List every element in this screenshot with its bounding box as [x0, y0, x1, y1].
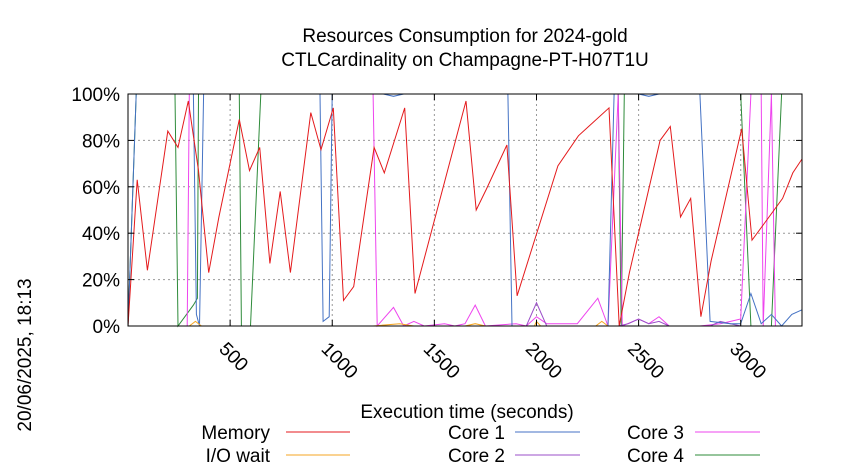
legend-label-memory: Memory — [201, 423, 270, 444]
legend-label-core-1: Core 1 — [448, 423, 505, 444]
x-tick-label: 3000 — [725, 339, 770, 384]
y-tick-label: 60% — [82, 178, 120, 199]
y-tick-label: 100% — [71, 85, 120, 106]
legend-label-core-3: Core 3 — [627, 423, 684, 444]
series-line-core-3 — [128, 93, 802, 328]
grid-lines — [128, 94, 802, 326]
y-tick-label: 20% — [82, 271, 120, 292]
series-line-core-1 — [127, 93, 803, 327]
x-axis: 500 1000 1500 2000 2500 3000 — [215, 94, 770, 383]
series-line-memory — [127, 100, 803, 327]
plot-frame — [127, 93, 803, 327]
y-tick-label: 80% — [82, 131, 120, 152]
x-tick-label: 1500 — [419, 339, 464, 384]
legend-label-i-o-wait: I/O wait — [206, 446, 271, 467]
chart-title-line1: Resources Consumption for 2024-gold — [302, 26, 627, 47]
legend-label-core-2: Core 2 — [448, 446, 505, 467]
chart-title-line2: CTLCardinality on Champagne-PT-H07T1U — [281, 50, 649, 71]
series-line-core-2 — [128, 301, 802, 327]
y-axis: 0% 20% 40% 60% 80% 100% — [71, 85, 802, 338]
timestamp-label: 20/06/2025, 18:13 — [15, 278, 36, 431]
series-line-core-4 — [127, 93, 802, 328]
y-tick-label: 0% — [93, 317, 121, 338]
y-tick-label: 40% — [82, 224, 120, 245]
x-tick-label: 2500 — [623, 339, 668, 384]
legend-label-core-4: Core 4 — [627, 446, 684, 467]
x-tick-label: 1000 — [317, 339, 362, 384]
series-layer — [127, 93, 803, 328]
x-tick-label: 500 — [215, 339, 252, 376]
x-tick-label: 2000 — [521, 339, 566, 384]
series-line-i-o-wait — [128, 320, 802, 327]
x-axis-label: Execution time (seconds) — [360, 402, 573, 423]
plot-area: 0% 20% 40% 60% 80% 100% 500 1000 1500 2000 2500 30… — [71, 85, 803, 383]
